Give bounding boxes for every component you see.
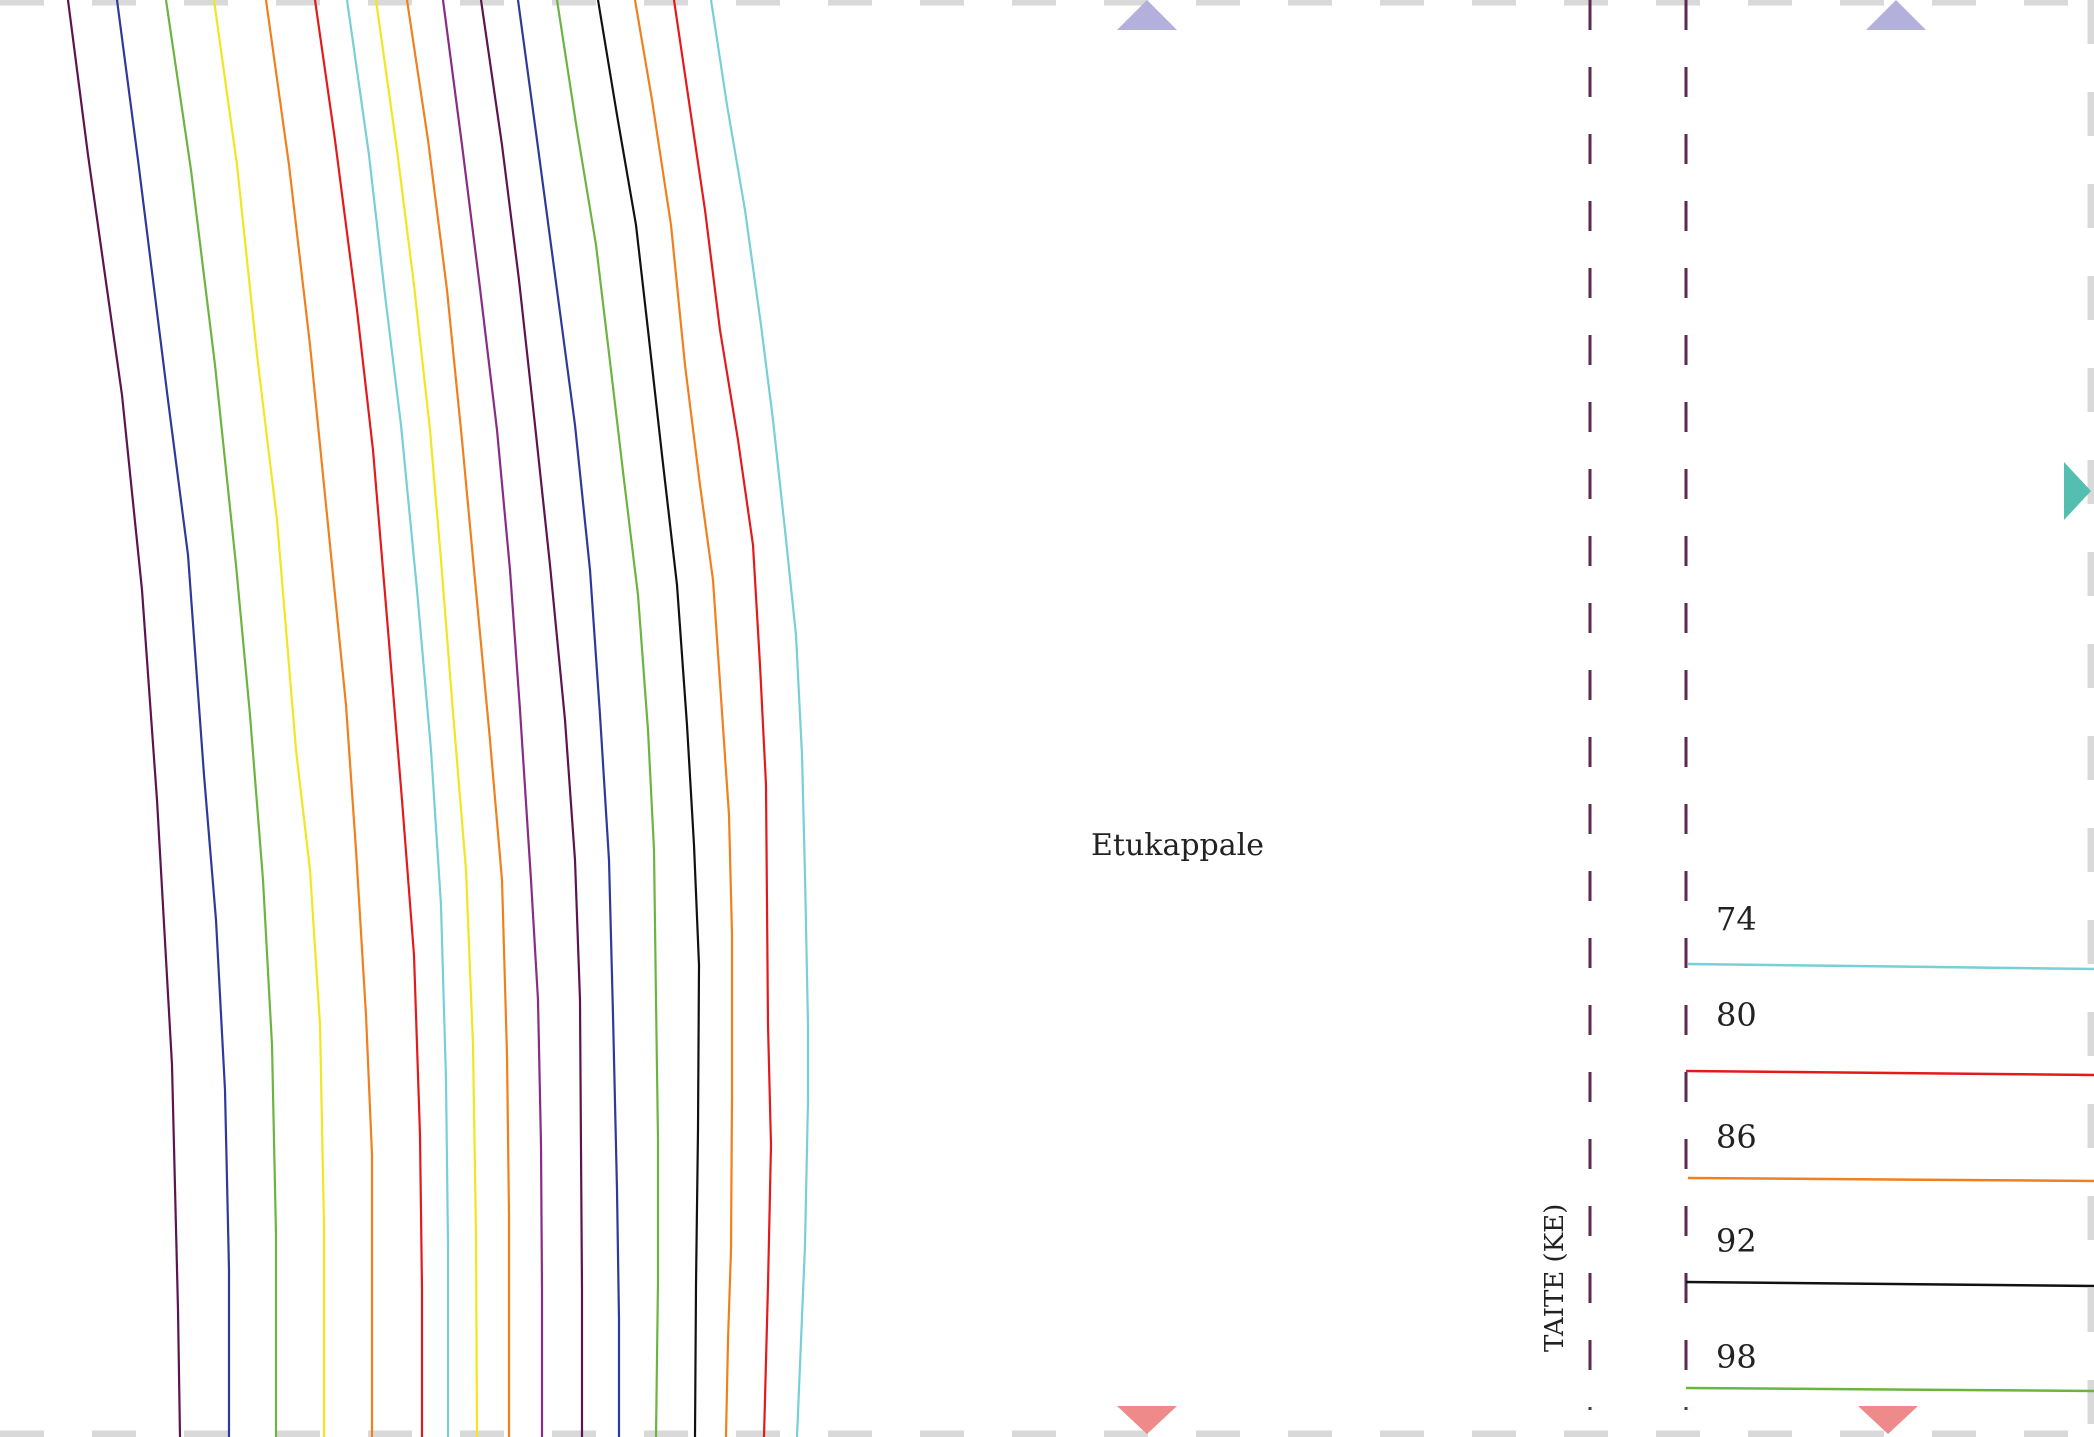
triangle-up-icon xyxy=(1866,0,1926,30)
size-curve xyxy=(264,0,374,1437)
size-curves xyxy=(66,0,810,1437)
size-line-74 xyxy=(1687,962,2094,971)
size-label-98: 98 xyxy=(1716,1338,1757,1376)
size-label-86: 86 xyxy=(1716,1118,1757,1156)
size-curve xyxy=(709,0,810,1437)
size-curve xyxy=(374,0,479,1437)
size-curve xyxy=(672,0,773,1437)
size-curve xyxy=(441,0,544,1437)
size-curve xyxy=(596,0,701,1437)
size-line-80 xyxy=(1685,1069,2094,1077)
size-label-92: 92 xyxy=(1716,1222,1757,1260)
size-line-86 xyxy=(1687,1176,2094,1183)
triangle-down-icon xyxy=(1858,1406,1918,1434)
size-curve xyxy=(66,0,182,1437)
size-curve xyxy=(633,0,734,1437)
size-curve xyxy=(212,0,326,1437)
size-curve xyxy=(345,0,450,1437)
size-curve xyxy=(164,0,278,1437)
triangle-down-icon xyxy=(1117,1406,1177,1434)
size-label-74: 74 xyxy=(1716,900,1757,938)
size-line-98 xyxy=(1685,1386,2094,1393)
size-curve xyxy=(555,0,660,1437)
size-curve xyxy=(313,0,424,1437)
size-line-92 xyxy=(1685,1280,2094,1288)
triangle-right-icon xyxy=(2064,462,2091,520)
size-curve xyxy=(516,0,621,1437)
triangle-up-icon xyxy=(1117,0,1177,30)
fold-label: TAITE (KE) xyxy=(1540,1204,1570,1352)
size-curve xyxy=(405,0,511,1437)
piece-name-label: Etukappale xyxy=(1091,828,1264,863)
size-label-80: 80 xyxy=(1716,996,1757,1034)
size-curve xyxy=(115,0,231,1437)
size-curve xyxy=(479,0,584,1437)
